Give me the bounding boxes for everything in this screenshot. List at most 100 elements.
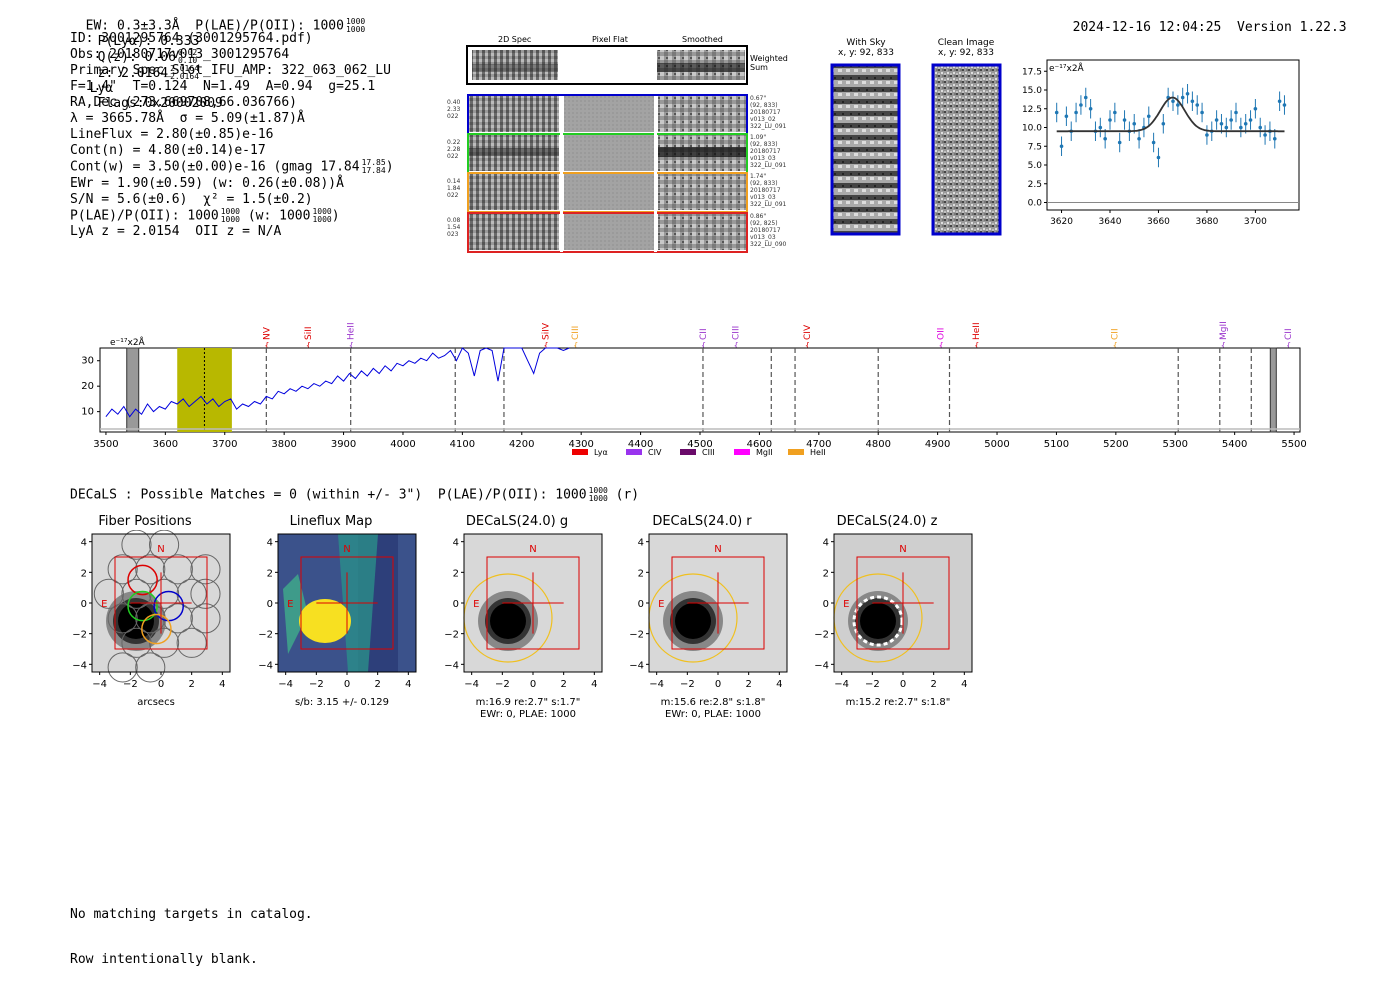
line-label-bracket: { xyxy=(701,341,706,350)
line-label: CII xyxy=(1111,328,1121,340)
decals-panel-title: Fiber Positions xyxy=(98,514,192,529)
info-cont-w: Cont(w) = 3.50(±0.00)e-16 (gmag 17.84 17.… xyxy=(70,158,394,175)
zoom-ytick-label: 10.0 xyxy=(1022,124,1042,134)
decals-xtick-label: 2 xyxy=(374,679,380,690)
decals-ytick-label: −4 xyxy=(72,660,87,671)
info-plae-w-sup: 1000 xyxy=(312,206,332,216)
fiber-row-3 xyxy=(467,172,748,213)
zoom-point xyxy=(1108,118,1112,122)
fiber-circle xyxy=(149,627,180,658)
fiber-row-2 xyxy=(467,133,748,174)
weighted-2dspec-trace xyxy=(472,64,558,72)
z-sup: 2.0164 xyxy=(170,64,200,73)
decals-ytick-label: 0 xyxy=(81,599,87,610)
line-label: NV xyxy=(262,326,272,340)
legend-swatch xyxy=(572,449,588,455)
info-cont-n: Cont(n) = 4.80(±0.14)e-17 xyxy=(70,143,266,158)
zoom-point xyxy=(1214,118,1219,122)
full-xtick-label: 3600 xyxy=(153,439,178,450)
row1-right-label: 0.67" (92, 833) 20180717 v013_02 322_LU_091 xyxy=(750,95,787,130)
timestamp-version: 2024-12-16 12:04:25 Version 1.22.3 xyxy=(1057,5,1347,35)
row4-right-label: 0.86" (92, 825) 20180717 v013_03 322_LU_090 xyxy=(750,213,787,248)
fiber-circle xyxy=(162,603,193,634)
east-label: E xyxy=(101,599,107,610)
line-label-bracket: { xyxy=(544,341,549,350)
z-line: Lyα xyxy=(89,81,114,96)
legend-label: CIV xyxy=(648,448,662,457)
zoom-point xyxy=(1113,110,1117,115)
decals-ytick-label: −4 xyxy=(629,660,644,671)
legend-swatch xyxy=(788,449,804,455)
flags-text: Flags:0x20002009 xyxy=(97,96,223,111)
row3-right-label: 1.74" (92, 833) 20180717 v013_03 322_LU_091 xyxy=(750,173,787,208)
fiber-circle xyxy=(107,603,138,634)
z-text: z: 2.0164 xyxy=(97,65,169,81)
line-label: SiII xyxy=(304,326,314,340)
fiber-circle xyxy=(190,554,221,585)
col-label-2dspec: 2D Spec xyxy=(498,35,532,44)
fiber-highlight xyxy=(141,613,172,645)
decals-panel-title: DECaLS(24.0) g xyxy=(465,514,569,529)
fiber-circle xyxy=(135,554,166,585)
decals-ytick-label: 2 xyxy=(453,568,459,579)
qz-sub: 0.10 xyxy=(177,56,198,65)
masked-region-1 xyxy=(126,347,140,433)
full-xtick-label: 4700 xyxy=(806,439,831,450)
line-label-bracket: { xyxy=(974,341,979,350)
decals-xtick-label: −2 xyxy=(680,679,695,690)
row2-right-label: 1.09" (92, 833) 20180717 v013_03 322_LU_091 xyxy=(750,134,787,169)
zoom-point xyxy=(1263,133,1267,137)
zoom-point xyxy=(1272,136,1277,141)
zoom-point xyxy=(1156,155,1161,160)
fiber-row-1 xyxy=(467,94,748,135)
search-box xyxy=(856,556,950,650)
zoom-point xyxy=(1117,140,1122,145)
zoom-xtick-label: 3620 xyxy=(1050,217,1073,227)
weighted-smoothed-trace xyxy=(657,63,745,72)
zoom-unit-label: e⁻¹⁷x2Å xyxy=(1049,62,1085,74)
decals-ytick-label: −2 xyxy=(444,630,459,641)
full-xtick-label: 3700 xyxy=(212,439,237,450)
line-label-bracket: { xyxy=(734,341,739,350)
decals-xtick-label: 0 xyxy=(715,679,721,690)
info-plae-sup: 1000 xyxy=(220,206,240,216)
decals-xtick-label: −2 xyxy=(309,679,324,690)
decals-panel-caption: m:15.2 re:2.7" s:1.8" xyxy=(845,697,951,708)
fiber-circle xyxy=(107,554,138,585)
full-xtick-label: 4600 xyxy=(747,439,772,450)
decals-xtick-label: −2 xyxy=(495,679,510,690)
full-xtick-label: 5400 xyxy=(1222,439,1247,450)
decals-panel-title: Lineflux Map xyxy=(289,514,373,529)
zoom-point xyxy=(1161,121,1166,126)
decals-xtick-label: 4 xyxy=(219,679,225,690)
search-box xyxy=(486,556,580,650)
decals-tail: (r) xyxy=(615,487,640,503)
zoom-point xyxy=(1074,110,1078,115)
decals-ytick-label: 0 xyxy=(823,599,829,610)
decals-ytick-label: 2 xyxy=(81,568,87,579)
col-label-smoothed: Smoothed xyxy=(682,35,723,44)
with-sky-image xyxy=(830,63,901,236)
version: Version 1.22.3 xyxy=(1237,20,1347,35)
decals-panel-5: N E 4 2 0 −2 −4 −4 −2 0 2 4 xyxy=(814,533,973,690)
info-ewr: EWr = 1.90(±0.59) (w: 0.26(±0.08))Å xyxy=(70,175,344,191)
line-label-bracket: { xyxy=(349,341,354,350)
full-unit-label: e⁻¹⁷x2Å xyxy=(110,336,146,348)
east-label: E xyxy=(843,599,849,610)
line-label-bracket: { xyxy=(264,341,269,350)
row1-left-label: 0.40 2.33 022 xyxy=(447,99,461,120)
decals-sup: 1000 xyxy=(588,486,608,495)
info-lambda: λ = 3665.78Å σ = 5.09(±1.87)Å xyxy=(70,111,305,126)
decals-xtick-label: −4 xyxy=(649,679,664,690)
full-xtick-label: 4400 xyxy=(628,439,653,450)
decals-xtick-label: 2 xyxy=(745,679,751,690)
decals-xtick-label: 0 xyxy=(344,679,350,690)
decals-xtick-label: 2 xyxy=(188,679,194,690)
qz-text: Q(z): 0.06 xyxy=(97,49,176,65)
zoom-point xyxy=(1205,133,1209,137)
info-fiber-params: F=1.4" T=0.124 N=1.49 A=0.94 g=25.1 xyxy=(70,79,376,94)
clean-image xyxy=(931,63,1002,236)
line-label: CII xyxy=(699,328,709,340)
masked-region-2 xyxy=(1269,347,1277,433)
lya-prob: P(Lyα): 0.333 xyxy=(97,34,200,49)
